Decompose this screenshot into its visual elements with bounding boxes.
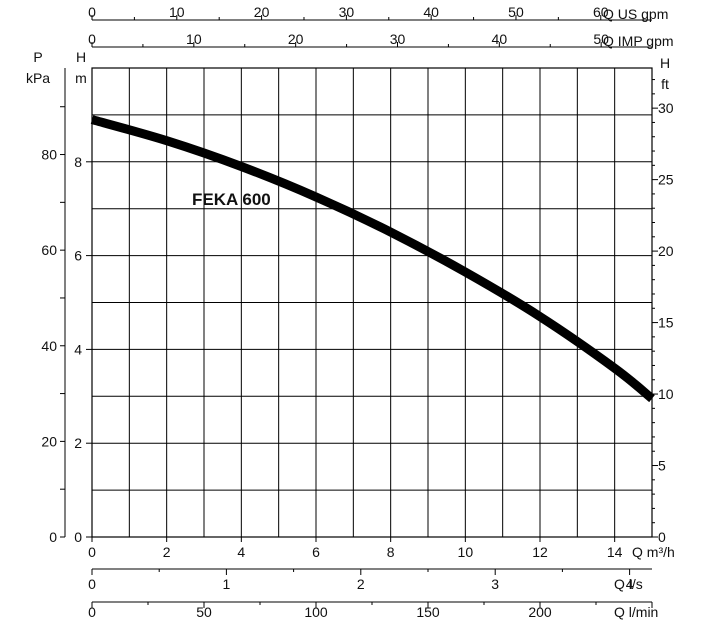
series-label-feka-600: FEKA 600: [192, 190, 271, 209]
ft-tick-label: 0: [658, 529, 666, 545]
axes: [60, 15, 658, 608]
ft-tick-label: 25: [658, 172, 674, 188]
us-gpm-tick-label: 60: [593, 4, 609, 20]
ls-axis-label: Q l/s: [614, 576, 643, 592]
x-axis-label: Q m³/h: [632, 544, 675, 560]
kpa-tick-label: 80: [41, 147, 57, 163]
lmin-tick-label: 150: [416, 604, 440, 620]
us-gpm-tick-label: 50: [508, 4, 524, 20]
imp-gpm-tick-label: 10: [186, 31, 202, 47]
x-tick-label: 2: [163, 544, 171, 560]
ls-tick-label: 4: [626, 576, 634, 592]
h-m-axis-label-line1: H: [76, 49, 86, 65]
h-m-axis-label-line2: m: [75, 70, 87, 86]
x-tick-label: 10: [458, 544, 474, 560]
imp-gpm-tick-label: 50: [593, 31, 609, 47]
lmin-axis-label: Q l/min: [614, 604, 658, 620]
ft-axis-label-line2: ft: [661, 76, 669, 92]
lmin-tick-label: 200: [528, 604, 552, 620]
ft-tick-label: 5: [658, 458, 666, 474]
imp-gpm-tick-label: 30: [390, 31, 406, 47]
h-m-tick-label: 0: [74, 529, 82, 545]
ft-tick-label: 10: [658, 386, 674, 402]
lmin-tick-label: 0: [88, 604, 96, 620]
kpa-tick-label: 20: [41, 433, 57, 449]
imp-gpm-tick-label: 20: [288, 31, 304, 47]
tick-labels: 0 2 4 6 8 10 12 14 Q m³/h02468Hm020406080PkPa051…: [26, 4, 675, 620]
x-tick-label: 0: [88, 544, 96, 560]
grid: [92, 68, 652, 537]
kpa-tick-label: 40: [41, 338, 57, 354]
ft-axis-label-line1: H: [660, 55, 670, 71]
imp-gpm-axis-label: Q IMP gpm: [603, 33, 674, 49]
imp-gpm-tick-label: 0: [88, 31, 96, 47]
kpa-axis-label-line1: P: [33, 49, 42, 65]
ls-tick-label: 2: [357, 576, 365, 592]
plot-frame: [91, 67, 653, 538]
ls-tick-label: 1: [223, 576, 231, 592]
h-m-tick-label: 8: [74, 154, 82, 170]
ls-tick-label: 3: [491, 576, 499, 592]
us-gpm-tick-label: 30: [339, 4, 355, 20]
x-tick-label: 6: [312, 544, 320, 560]
ft-tick-label: 15: [658, 315, 674, 331]
us-gpm-tick-label: 10: [169, 4, 185, 20]
us-gpm-axis-label: Q US gpm: [603, 6, 668, 22]
series-line-feka-600: [90, 115, 655, 403]
kpa-tick-label: 0: [49, 529, 57, 545]
us-gpm-tick-label: 40: [423, 4, 439, 20]
us-gpm-tick-label: 0: [88, 4, 96, 20]
h-m-tick-label: 4: [74, 341, 82, 357]
lmin-tick-label: 100: [304, 604, 328, 620]
ft-tick-label: 20: [658, 243, 674, 259]
ls-tick-label: 0: [88, 576, 96, 592]
h-m-tick-label: 6: [74, 248, 82, 264]
imp-gpm-tick-label: 40: [492, 31, 508, 47]
lmin-tick-label: 50: [196, 604, 212, 620]
x-tick-label: 8: [387, 544, 395, 560]
x-tick-label: 4: [237, 544, 245, 560]
us-gpm-tick-label: 20: [254, 4, 270, 20]
ft-tick-label: 30: [658, 100, 674, 116]
series-layer: [90, 115, 655, 403]
h-m-tick-label: 2: [74, 435, 82, 451]
x-tick-label: 14: [607, 544, 623, 560]
kpa-tick-label: 60: [41, 242, 57, 258]
x-tick-label: 12: [532, 544, 548, 560]
kpa-axis-label-line2: kPa: [26, 70, 50, 86]
